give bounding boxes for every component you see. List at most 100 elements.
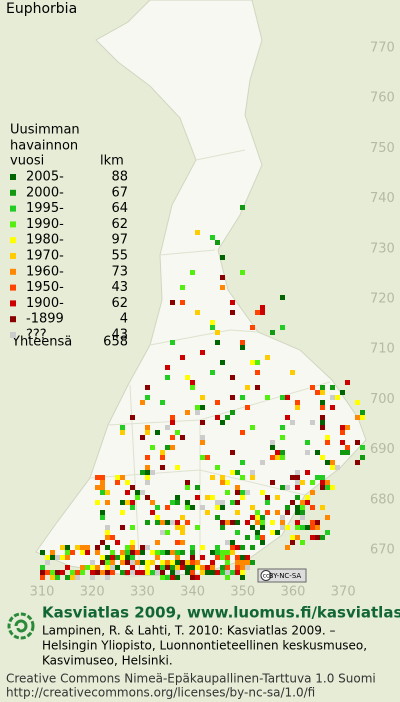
legend-swatch: [10, 221, 16, 228]
occurrence-square: [215, 545, 220, 550]
occurrence-square: [235, 470, 240, 475]
occurrence-square: [170, 565, 175, 570]
occurrence-square: [170, 560, 175, 565]
occurrence-square: [220, 255, 225, 260]
occurrence-square: [130, 565, 135, 570]
occurrence-square: [270, 330, 275, 335]
occurrence-square: [275, 450, 280, 455]
occurrence-square: [200, 350, 205, 355]
occurrence-square: [95, 475, 100, 480]
occurrence-square: [120, 555, 125, 560]
license-line: http://creativecommons.org/licenses/by-n…: [6, 686, 315, 700]
occurrence-square: [145, 465, 150, 470]
occurrence-square: [195, 575, 200, 580]
occurrence-square: [325, 480, 330, 485]
occurrence-square: [220, 420, 225, 425]
legend-label: 2005-: [26, 170, 64, 185]
occurrence-square: [150, 500, 155, 505]
occurrence-square: [315, 475, 320, 480]
occurrence-square: [270, 520, 275, 525]
occurrence-square: [275, 510, 280, 515]
occurrence-square: [225, 490, 230, 495]
occurrence-square: [255, 510, 260, 515]
occurrence-square: [310, 535, 315, 540]
occurrence-square: [200, 420, 205, 425]
occurrence-square: [200, 395, 205, 400]
license-badge: cc BY-NC-SA: [257, 568, 307, 583]
legend-label: 1970-: [26, 249, 64, 264]
occurrence-square: [325, 485, 330, 490]
occurrence-square: [240, 490, 245, 495]
occurrence-square: [145, 545, 150, 550]
occurrence-square: [225, 555, 230, 560]
occurrence-square: [105, 525, 110, 530]
badge-logo: [260, 570, 272, 581]
occurrence-square: [275, 495, 280, 500]
occurrence-square: [100, 475, 105, 480]
occurrence-square: [100, 480, 105, 485]
easting-label: 320: [80, 585, 105, 600]
occurrence-square: [100, 515, 105, 520]
occurrence-square: [105, 530, 110, 535]
occurrence-square: [240, 340, 245, 345]
occurrence-square: [95, 500, 100, 505]
occurrence-square: [240, 395, 245, 400]
northing-label: 680: [370, 492, 395, 507]
occurrence-square: [170, 420, 175, 425]
occurrence-square: [110, 570, 115, 575]
occurrence-square: [215, 400, 220, 405]
northing-label: 710: [370, 342, 395, 357]
occurrence-square: [165, 365, 170, 370]
legend-count-header: lkm: [100, 154, 124, 169]
occurrence-square: [310, 490, 315, 495]
occurrence-square: [175, 565, 180, 570]
occurrence-square: [160, 560, 165, 565]
northing-label: 700: [370, 392, 395, 407]
occurrence-square: [225, 540, 230, 545]
legend-label: 1960-: [26, 264, 64, 279]
occurrence-square: [45, 570, 50, 575]
occurrence-square: [140, 545, 145, 550]
occurrence-square: [255, 370, 260, 375]
occurrence-square: [250, 545, 255, 550]
legend-swatch: [10, 316, 16, 323]
occurrence-square: [155, 570, 160, 575]
occurrence-square: [245, 560, 250, 565]
occurrence-square: [175, 500, 180, 505]
occurrence-square: [140, 570, 145, 575]
occurrence-square: [150, 445, 155, 450]
occurrence-square: [145, 520, 150, 525]
occurrence-square: [120, 510, 125, 515]
occurrence-square: [40, 550, 45, 555]
occurrence-square: [200, 505, 205, 510]
occurrence-square: [320, 400, 325, 405]
occurrence-square: [165, 530, 170, 535]
occurrence-square: [155, 505, 160, 510]
occurrence-square: [125, 560, 130, 565]
occurrence-square: [155, 430, 160, 435]
occurrence-square: [255, 515, 260, 520]
occurrence-square: [145, 425, 150, 430]
legend-heading: Uusimman: [10, 123, 80, 138]
occurrence-square: [130, 500, 135, 505]
occurrence-square: [300, 525, 305, 530]
occurrence-square: [130, 545, 135, 550]
occurrence-square: [235, 545, 240, 550]
occurrence-square: [345, 450, 350, 455]
legend-swatch: [10, 332, 16, 338]
occurrence-square: [240, 495, 245, 500]
occurrence-square: [320, 420, 325, 425]
occurrence-square: [120, 560, 125, 565]
occurrence-square: [290, 535, 295, 540]
occurrence-square: [130, 485, 135, 490]
occurrence-square: [55, 570, 60, 575]
occurrence-square: [320, 485, 325, 490]
occurrence-square: [40, 570, 45, 575]
legend-count: 55: [111, 249, 128, 264]
occurrence-square: [205, 565, 210, 570]
occurrence-square: [130, 415, 135, 420]
occurrence-square: [260, 520, 265, 525]
occurrence-square: [75, 570, 80, 575]
legend-label: 2000-: [26, 185, 64, 200]
legend-count: 4: [120, 312, 128, 327]
